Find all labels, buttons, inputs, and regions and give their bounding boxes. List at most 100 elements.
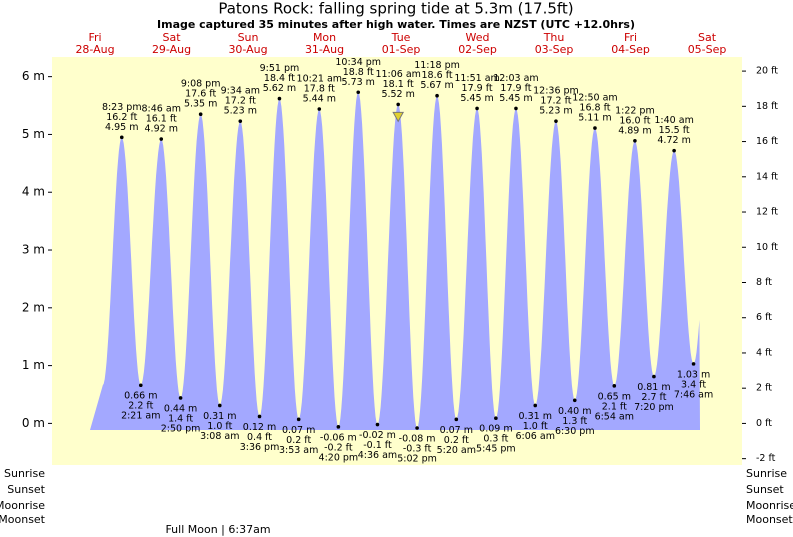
tide-label: 4.95 m bbox=[105, 122, 138, 133]
tide-label: 0.81 m bbox=[637, 382, 670, 393]
tide-label: 18.1 ft bbox=[383, 79, 414, 90]
tide-label: 6:30 pm bbox=[555, 426, 595, 437]
tide-label: 0.3 ft bbox=[483, 434, 508, 445]
tide-label: 12:50 am bbox=[572, 93, 617, 104]
tide-label: 4.92 m bbox=[145, 124, 178, 135]
tide-label: 12:03 am bbox=[493, 73, 538, 84]
tide-label: 5.52 m bbox=[381, 89, 414, 100]
tide-label: 0.66 m bbox=[124, 391, 157, 402]
tide-label: 0.65 m bbox=[598, 391, 631, 402]
tide-label: 2.1 ft bbox=[602, 401, 627, 412]
tide-label: 8:23 pm bbox=[102, 102, 142, 113]
y2-tick-label: 18 ft bbox=[756, 101, 778, 112]
day-date: 28-Aug bbox=[75, 43, 114, 56]
tide-label: 1:22 pm bbox=[615, 105, 655, 116]
day-name: Thu bbox=[543, 31, 565, 44]
day-date: 02-Sep bbox=[458, 43, 497, 56]
tide-label: 10:21 am bbox=[297, 74, 342, 85]
tide-label: 16.2 ft bbox=[106, 112, 137, 123]
tide-point bbox=[317, 107, 322, 111]
row-label: Sunset bbox=[7, 483, 45, 496]
tide-point bbox=[633, 138, 637, 143]
tide-label: 16.8 ft bbox=[579, 103, 610, 114]
tide-label: -0.3 ft bbox=[403, 444, 432, 455]
tide-label: 11:18 pm bbox=[414, 60, 460, 71]
chart-subtitle: Image captured 35 minutes after high wat… bbox=[157, 18, 635, 31]
tide-label: 0.09 m bbox=[479, 424, 512, 435]
y2-tick-label: 14 ft bbox=[756, 171, 778, 182]
tide-label: 3:36 pm bbox=[240, 442, 280, 453]
tide-point bbox=[415, 426, 419, 430]
tide-label: 1.3 ft bbox=[562, 416, 587, 427]
tide-point bbox=[336, 425, 341, 429]
tide-label: 5.23 m bbox=[539, 106, 572, 117]
day-name: Sat bbox=[163, 31, 182, 44]
tide-label: 5.67 m bbox=[420, 80, 453, 91]
y2-tick-label: 4 ft bbox=[756, 347, 772, 358]
day-date: 03-Sep bbox=[535, 43, 574, 56]
tide-label: 0.2 ft bbox=[286, 435, 311, 446]
day-name: Sun bbox=[238, 31, 259, 44]
tide-label: 8:46 am bbox=[142, 104, 181, 115]
row-label: Sunrise bbox=[4, 467, 45, 480]
tide-label: 15.5 ft bbox=[659, 125, 690, 136]
tide-label: 0.12 m bbox=[243, 422, 276, 433]
tide-label: 17.2 ft bbox=[540, 96, 571, 107]
tide-label: 5.23 m bbox=[224, 106, 257, 117]
tide-label: 11:51 am bbox=[454, 73, 499, 84]
tide-point bbox=[572, 398, 577, 403]
tide-label: -0.02 m bbox=[359, 430, 396, 441]
tide-point bbox=[533, 403, 538, 408]
tide-point bbox=[514, 106, 518, 111]
tide-label: 17.8 ft bbox=[304, 84, 335, 95]
tide-label: 7:46 am bbox=[674, 389, 713, 400]
tide-label: 0.44 m bbox=[164, 403, 197, 414]
tide-label: 1:40 am bbox=[654, 115, 693, 126]
day-name: Fri bbox=[88, 31, 101, 44]
tide-label: 18.8 ft bbox=[343, 67, 374, 78]
tide-label: 0.4 ft bbox=[247, 432, 272, 443]
day-date: 30-Aug bbox=[228, 43, 267, 56]
tide-area bbox=[90, 92, 700, 431]
y-tick-label: 6 m bbox=[22, 69, 45, 83]
day-date: 05-Sep bbox=[688, 43, 727, 56]
tide-label: 0.2 ft bbox=[444, 435, 469, 446]
row-label: Moonset bbox=[0, 513, 46, 526]
moon-phase: Full Moon | 6:37am bbox=[165, 523, 270, 536]
tide-point bbox=[454, 417, 459, 422]
tide-point bbox=[375, 422, 380, 427]
tide-label: 5.35 m bbox=[184, 99, 217, 110]
tide-label: 16.0 ft bbox=[619, 115, 650, 126]
tide-point bbox=[119, 135, 124, 140]
tide-label: 4.72 m bbox=[657, 135, 690, 146]
y2-tick-label: 16 ft bbox=[756, 136, 778, 147]
tide-label: 5.45 m bbox=[499, 93, 532, 104]
tide-point bbox=[435, 93, 439, 98]
tide-label: 17.9 ft bbox=[462, 83, 493, 94]
tide-point bbox=[652, 374, 656, 379]
tide-point bbox=[672, 148, 676, 153]
y2-tick-label: 6 ft bbox=[756, 312, 772, 323]
tide-point bbox=[691, 362, 696, 366]
tide-point bbox=[396, 102, 400, 107]
y2-tick-label: 2 ft bbox=[756, 383, 772, 394]
tide-label: 17.6 ft bbox=[185, 89, 216, 100]
y-tick-label: 1 m bbox=[22, 358, 45, 372]
tide-label: 16.1 ft bbox=[146, 114, 177, 125]
tide-label: 17.2 ft bbox=[225, 96, 256, 107]
tide-label: 5.11 m bbox=[578, 113, 611, 124]
tide-point bbox=[475, 106, 479, 111]
tide-label: 17.9 ft bbox=[500, 83, 531, 94]
tide-label: 1.03 m bbox=[677, 369, 710, 380]
tide-label: 5.45 m bbox=[460, 93, 493, 104]
y-tick-label: 3 m bbox=[22, 243, 45, 257]
tide-label: 9:08 pm bbox=[181, 79, 221, 90]
tide-label: 6:54 am bbox=[595, 411, 634, 422]
tide-point bbox=[554, 119, 558, 123]
chart-title: Patons Rock: falling spring tide at 5.3m… bbox=[218, 0, 573, 18]
y2-tick-label: 20 ft bbox=[756, 66, 778, 77]
tide-point bbox=[277, 96, 282, 101]
tide-label: 12:36 pm bbox=[533, 86, 579, 97]
tide-label: 6:06 am bbox=[516, 431, 555, 442]
